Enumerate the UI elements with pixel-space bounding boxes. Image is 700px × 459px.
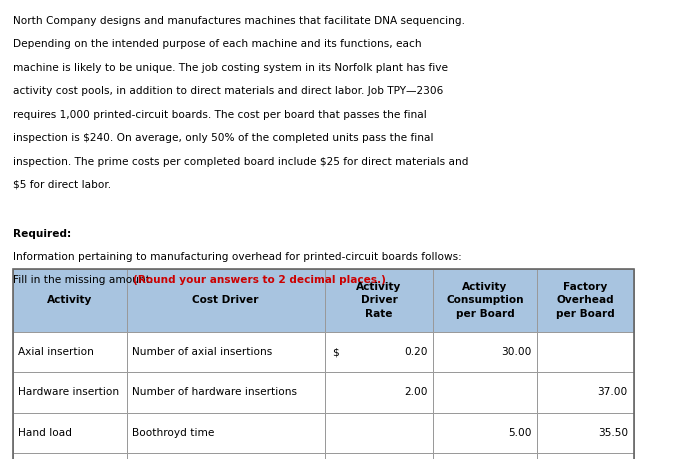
Text: Information pertaining to manufacturing overhead for printed-circuit boards foll: Information pertaining to manufacturing … — [13, 252, 461, 262]
Bar — [13, 269, 634, 459]
Text: $5 for direct labor.: $5 for direct labor. — [13, 180, 111, 190]
Text: Number of hardware insertions: Number of hardware insertions — [132, 387, 298, 397]
Bar — [537, 413, 634, 453]
Bar — [13, 372, 127, 413]
Bar — [433, 413, 537, 453]
Text: Required:: Required: — [13, 229, 71, 239]
Text: Cost Driver: Cost Driver — [193, 295, 259, 305]
Bar — [127, 453, 325, 459]
Text: North Company designs and manufactures machines that facilitate DNA sequencing.: North Company designs and manufactures m… — [13, 16, 465, 26]
Bar — [325, 269, 433, 332]
Bar — [537, 453, 634, 459]
Bar — [13, 332, 127, 372]
Text: Axial insertion: Axial insertion — [18, 347, 94, 357]
Text: activity cost pools, in addition to direct materials and direct labor. Job TPY—2: activity cost pools, in addition to dire… — [13, 86, 443, 96]
Text: inspection. The prime costs per completed board include $25 for direct materials: inspection. The prime costs per complete… — [13, 157, 468, 167]
Text: Boothroyd time: Boothroyd time — [132, 428, 215, 438]
Bar — [433, 372, 537, 413]
Bar — [325, 332, 433, 372]
Text: 0.20: 0.20 — [404, 347, 428, 357]
Text: 2.00: 2.00 — [404, 387, 428, 397]
Text: requires 1,000 printed-circuit boards. The cost per board that passes the final: requires 1,000 printed-circuit boards. T… — [13, 110, 426, 120]
Bar — [127, 372, 325, 413]
Bar — [13, 413, 127, 453]
Text: Hand load: Hand load — [18, 428, 72, 438]
Text: Depending on the intended purpose of each machine and its functions, each: Depending on the intended purpose of eac… — [13, 39, 421, 50]
Bar — [433, 269, 537, 332]
Bar — [537, 372, 634, 413]
Bar — [433, 453, 537, 459]
Text: (Round your answers to 2 decimal places.): (Round your answers to 2 decimal places.… — [133, 275, 386, 285]
Bar — [127, 269, 325, 332]
Text: Activity
Consumption
per Board: Activity Consumption per Board — [447, 281, 524, 319]
Text: inspection is $240. On average, only 50% of the completed units pass the final: inspection is $240. On average, only 50%… — [13, 133, 433, 143]
Text: Number of axial insertions: Number of axial insertions — [132, 347, 272, 357]
Text: 35.50: 35.50 — [598, 428, 628, 438]
Text: 37.00: 37.00 — [598, 387, 628, 397]
Bar — [433, 332, 537, 372]
Bar — [537, 269, 634, 332]
Text: Factory
Overhead
per Board: Factory Overhead per Board — [556, 281, 615, 319]
Bar — [325, 453, 433, 459]
Bar — [127, 413, 325, 453]
Bar — [325, 372, 433, 413]
Text: 30.00: 30.00 — [501, 347, 531, 357]
Text: Fill in the missing amount.: Fill in the missing amount. — [13, 275, 156, 285]
Text: $: $ — [332, 347, 339, 357]
Bar — [127, 332, 325, 372]
Text: Hardware insertion: Hardware insertion — [18, 387, 119, 397]
Bar — [13, 269, 127, 332]
Text: machine is likely to be unique. The job costing system in its Norfolk plant has : machine is likely to be unique. The job … — [13, 63, 447, 73]
Text: 5.00: 5.00 — [508, 428, 531, 438]
Bar — [13, 453, 127, 459]
Text: Activity
Driver
Rate: Activity Driver Rate — [356, 281, 402, 319]
Text: Activity: Activity — [47, 295, 92, 305]
Bar — [325, 413, 433, 453]
Bar — [537, 332, 634, 372]
